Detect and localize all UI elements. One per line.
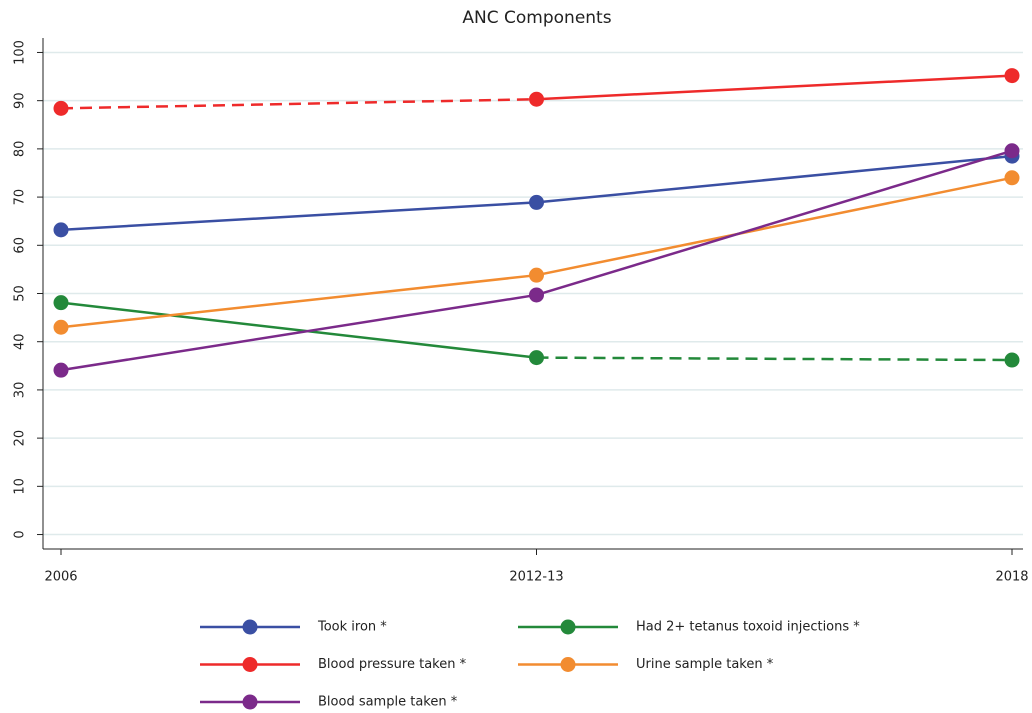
y-tick-label: 100 — [13, 40, 28, 65]
y-tick-label: 40 — [13, 333, 28, 350]
legend-label: Blood sample taken * — [318, 695, 458, 710]
series-line — [60, 97, 537, 110]
data-point — [1004, 68, 1020, 84]
series-line — [536, 74, 1013, 101]
series-line — [60, 273, 537, 329]
y-tick-label: 60 — [13, 237, 28, 254]
y-tick-label: 10 — [13, 478, 28, 495]
y-tick-label: 20 — [13, 430, 28, 447]
y-tick-label: 80 — [13, 141, 28, 158]
y-tick-label: 0 — [13, 530, 28, 538]
series-line — [60, 201, 537, 232]
data-point — [1004, 352, 1020, 368]
data-point — [53, 100, 69, 116]
y-tick-label: 50 — [13, 285, 28, 302]
data-point — [53, 362, 69, 378]
data-point — [529, 194, 544, 210]
data-point — [53, 222, 69, 238]
series-line — [536, 154, 1013, 204]
legend-marker — [560, 619, 576, 635]
x-tick-label: 2012-13 — [509, 570, 563, 585]
chart-title: ANC Components — [462, 8, 611, 28]
series-line — [536, 176, 1013, 277]
data-point — [53, 319, 69, 335]
data-point — [529, 91, 544, 107]
legend-marker — [242, 619, 258, 635]
y-tick-label: 30 — [13, 382, 28, 399]
series-line — [536, 149, 1013, 297]
y-tick-label: 90 — [13, 92, 28, 109]
x-tick-label: 2018 — [995, 570, 1028, 585]
x-tick-label: 2006 — [44, 570, 77, 585]
legend-label: Took iron * — [317, 620, 387, 635]
y-tick-label: 70 — [13, 189, 28, 206]
data-point — [53, 295, 69, 311]
data-point — [529, 350, 544, 366]
legend-label: Urine sample taken * — [636, 657, 774, 672]
data-point — [1004, 143, 1020, 159]
data-point — [1004, 170, 1020, 186]
legend-label: Had 2+ tetanus toxoid injections * — [636, 620, 860, 635]
data-point — [529, 267, 544, 283]
legend-label: Blood pressure taken * — [318, 657, 467, 672]
series-line — [60, 293, 537, 372]
legend-marker — [560, 657, 576, 672]
legend-marker — [242, 694, 258, 710]
series-line — [536, 356, 1013, 362]
legend-marker — [242, 657, 258, 672]
series-line — [60, 301, 537, 359]
data-point — [529, 287, 544, 303]
